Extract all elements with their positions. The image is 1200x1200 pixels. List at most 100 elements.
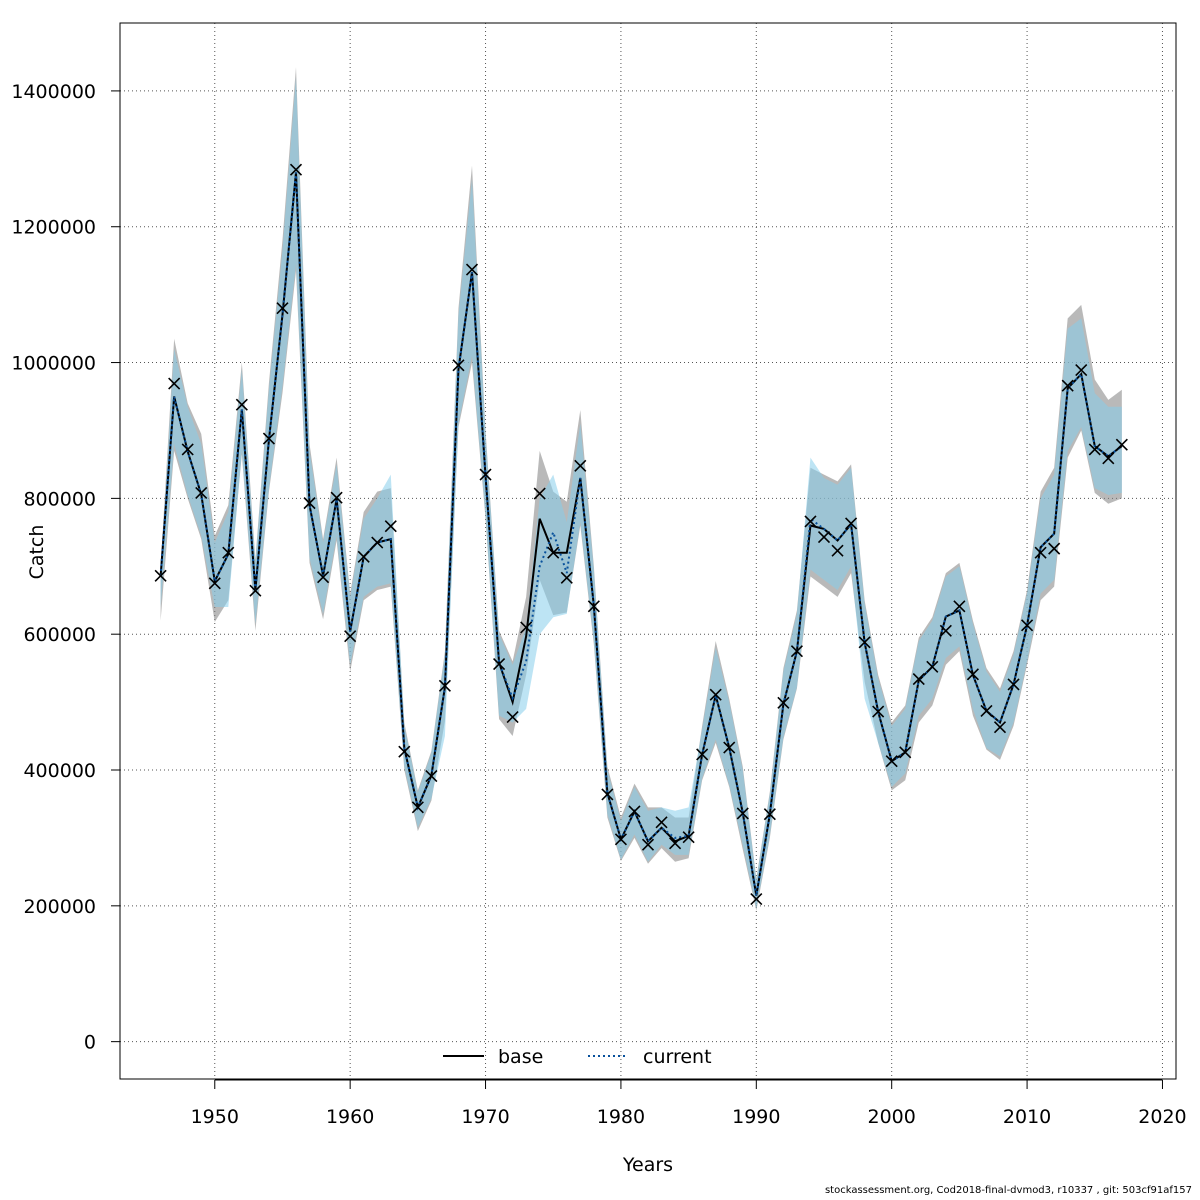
observed-point-1971 (493, 658, 506, 671)
y-tick-label-1: 200000 (23, 896, 96, 918)
observed-point-1968 (452, 359, 465, 372)
observed-markers (154, 163, 1128, 906)
observed-point-1948 (181, 443, 194, 456)
observed-point-1951 (222, 546, 235, 559)
observed-point-2009 (1007, 678, 1020, 691)
observed-point-1976 (560, 571, 573, 584)
observed-point-1981 (628, 805, 641, 818)
observed-point-1990 (750, 892, 763, 906)
x-tick-label-3: 1980 (597, 1106, 645, 1128)
x-tick-label-7: 2020 (1138, 1106, 1186, 1128)
observed-point-2011 (1034, 546, 1047, 559)
y-axis-label: Catch (26, 525, 48, 580)
observed-point-2012 (1048, 542, 1061, 555)
observed-point-2004 (939, 624, 952, 637)
y-tick-label-4: 800000 (23, 488, 96, 510)
observed-point-1982 (641, 838, 655, 851)
observed-point-2008 (993, 721, 1007, 734)
observed-point-1997 (845, 517, 858, 530)
observed-point-2017 (1115, 438, 1128, 451)
line-base (159, 172, 1123, 896)
observed-point-1967 (438, 679, 451, 692)
observed-point-2003 (926, 660, 939, 673)
observed-point-1963 (384, 520, 397, 533)
band-base (160, 67, 1122, 911)
x-tick-label-1: 1960 (326, 1106, 374, 1128)
observed-point-1957 (303, 497, 316, 510)
x-tick-label-5: 2000 (868, 1106, 916, 1128)
footer-credit: stockassessment.org, Cod2018-final-dvmod… (824, 1185, 1192, 1196)
observed-point-1962 (371, 536, 384, 549)
observed-point-1966 (425, 770, 438, 783)
x-tick-label-2: 1970 (461, 1106, 509, 1128)
observed-point-1960 (344, 630, 357, 643)
observed-point-1988 (723, 741, 736, 754)
observed-point-1952 (235, 398, 248, 411)
observed-point-1998 (858, 636, 871, 649)
observed-point-1985 (682, 831, 695, 844)
observed-point-2007 (980, 704, 993, 717)
observed-point-1980 (614, 833, 627, 846)
axes (111, 22, 1177, 1089)
observed-point-2001 (899, 746, 912, 759)
observed-point-1956 (289, 163, 303, 176)
observed-point-1993 (790, 645, 803, 658)
observed-point-1989 (736, 807, 749, 820)
observed-point-1947 (168, 377, 181, 390)
observed-point-2005 (953, 600, 966, 613)
x-tick-label-4: 1990 (732, 1106, 780, 1128)
observed-point-1978 (587, 600, 600, 613)
observed-point-1946 (154, 569, 167, 582)
observed-point-1961 (357, 550, 370, 563)
observed-point-1973 (520, 621, 533, 634)
observed-point-1991 (763, 808, 776, 821)
series-lines (159, 172, 1123, 896)
observed-point-1983 (655, 816, 668, 829)
y-tick-label-5: 1000000 (11, 353, 96, 375)
observed-point-1970 (479, 468, 492, 481)
confidence-bands (160, 67, 1122, 911)
observed-point-2016 (1102, 452, 1115, 465)
legend-base-label: base (498, 1046, 543, 1068)
observed-point-1955 (276, 302, 289, 315)
observed-point-2014 (1075, 363, 1088, 377)
tick-labels: 1950 1960 1970 1980 1990 2000 2010 2020 0 200000 4… (11, 81, 1186, 1128)
observed-point-1959 (330, 491, 343, 504)
observed-point-2013 (1061, 379, 1074, 392)
observed-point-1954 (262, 432, 275, 445)
observed-point-1987 (709, 688, 722, 701)
observed-point-1994 (804, 515, 817, 528)
observed-point-2000 (885, 755, 898, 768)
observed-point-1995 (817, 531, 831, 544)
y-tick-label-7: 1400000 (11, 81, 96, 103)
x-tick-label-6: 2010 (1003, 1106, 1051, 1128)
observed-point-1996 (831, 544, 844, 557)
observed-point-1964 (398, 745, 411, 758)
line-current (159, 172, 1123, 896)
observed-point-1953 (249, 584, 262, 597)
x-tick-label-0: 1950 (191, 1106, 239, 1128)
y-tick-label-6: 1200000 (11, 217, 96, 239)
band-current (160, 77, 1122, 909)
observed-point-1969 (465, 263, 479, 276)
observed-point-1949 (195, 486, 208, 500)
observed-point-1972 (506, 710, 519, 724)
x-axis-label: Years (622, 1154, 673, 1176)
y-tick-label-3: 600000 (23, 624, 96, 646)
observed-point-2010 (1021, 619, 1034, 632)
y-tick-label-0: 0 (84, 1032, 96, 1054)
observed-point-1986 (696, 748, 709, 761)
observed-point-1965 (411, 801, 424, 814)
observed-point-1974 (533, 487, 546, 500)
y-tick-label-2: 400000 (23, 760, 96, 782)
observed-point-1984 (669, 837, 682, 850)
observed-point-1979 (601, 788, 614, 801)
observed-point-2006 (966, 668, 979, 681)
observed-point-1992 (777, 696, 790, 709)
plot-frame (119, 22, 1177, 1080)
observed-point-2002 (912, 672, 925, 686)
observed-point-1958 (317, 571, 330, 584)
observed-point-1975 (547, 546, 560, 559)
legend: base current (443, 1046, 712, 1068)
